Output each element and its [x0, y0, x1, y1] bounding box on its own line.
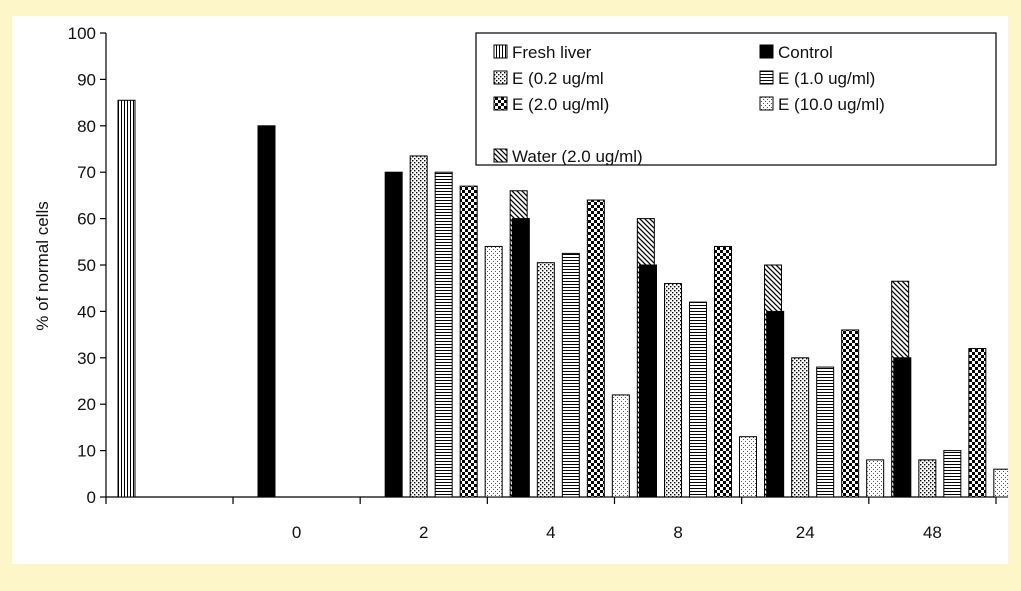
y-tick-label: 0 [87, 488, 96, 507]
bar-checker-4 [714, 245, 732, 498]
bar-fine-dots-5 [866, 459, 885, 498]
bar-solid-2 [384, 171, 403, 498]
legend-label: Control [778, 43, 833, 62]
legend-label: Fresh liver [512, 43, 592, 62]
x-tick-label: 4 [546, 523, 555, 542]
bar-solid-4 [639, 264, 657, 498]
x-tick-label: 2 [419, 523, 428, 542]
legend-label: E (10.0 ug/ml) [778, 95, 885, 114]
bar-fine-dots-2 [484, 245, 503, 498]
bar-checker-6 [968, 348, 987, 498]
bar-dots-4 [664, 283, 682, 498]
y-tick-label: 40 [77, 302, 96, 321]
y-tick-label: 30 [77, 349, 96, 368]
bar-dots-5 [791, 357, 810, 498]
y-tick-label: 90 [77, 70, 96, 89]
x-tick-label: 48 [923, 523, 942, 542]
legend-box [475, 32, 997, 166]
legend-label: E (1.0 ug/ml) [778, 69, 875, 88]
y-tick-label: 60 [77, 210, 96, 229]
x-tick-label: 8 [673, 523, 682, 542]
bar-solid-6 [893, 357, 912, 498]
legend-swatch [759, 96, 774, 111]
bar-checker-2 [459, 185, 478, 498]
bar-solid-1 [257, 125, 276, 498]
legend-label: E (2.0 ug/ml) [512, 95, 609, 114]
bar-checker-5 [841, 329, 860, 498]
bar-horizontal-lines-2 [434, 171, 453, 498]
bar-dots-6 [918, 459, 937, 498]
bar-solid-3 [511, 218, 530, 498]
bar-dots-3 [536, 262, 555, 498]
x-tick-label: 0 [292, 523, 301, 542]
y-tick-label: 80 [77, 117, 96, 136]
bar-horizontal-lines-4 [689, 301, 707, 498]
legend-swatch [493, 70, 508, 85]
bar-fine-dots-6 [993, 468, 1012, 498]
bar-horizontal-lines-5 [816, 366, 835, 498]
bar-solid-5 [766, 310, 785, 498]
y-tick-label: 10 [77, 442, 96, 461]
bars-layer [117, 99, 1021, 498]
legend: Fresh liver Control E (0.2 ug/ml E (1.0 ug/… [475, 32, 997, 166]
bar-fresh-liver [117, 99, 136, 498]
legend-swatch [493, 44, 508, 59]
bar-horizontal-lines-6 [943, 450, 962, 498]
bar-fine-dots-4 [739, 436, 757, 498]
y-tick-label: 70 [77, 163, 96, 182]
legend-label: Water (2.0 ug/ml) [512, 147, 643, 166]
y-axis: 0 10 20 30 40 50 60 70 80 90 100 [68, 24, 107, 507]
y-tick-label: 20 [77, 395, 96, 414]
legend-swatch [493, 148, 508, 163]
y-tick-label: 100 [68, 24, 96, 43]
bar-dots-2 [409, 155, 428, 498]
x-axis: 0 2 4 8 24 48 [105, 496, 997, 542]
legend-swatch [493, 96, 508, 111]
y-tick-label: 50 [77, 256, 96, 275]
bar-horizontal-lines-3 [561, 252, 580, 498]
bar-fine-dots-3 [611, 394, 630, 498]
bar-checker-3 [586, 199, 605, 498]
legend-swatch [759, 44, 774, 59]
y-axis-label: % of normal cells [33, 201, 52, 330]
legend-swatch [759, 70, 774, 85]
legend-label: E (0.2 ug/ml [512, 69, 604, 88]
x-tick-label: 24 [796, 523, 815, 542]
chart-panel: 0 10 20 30 40 50 60 70 80 90 100 0 2 4 8 24 48 % of nor… [12, 16, 1021, 564]
